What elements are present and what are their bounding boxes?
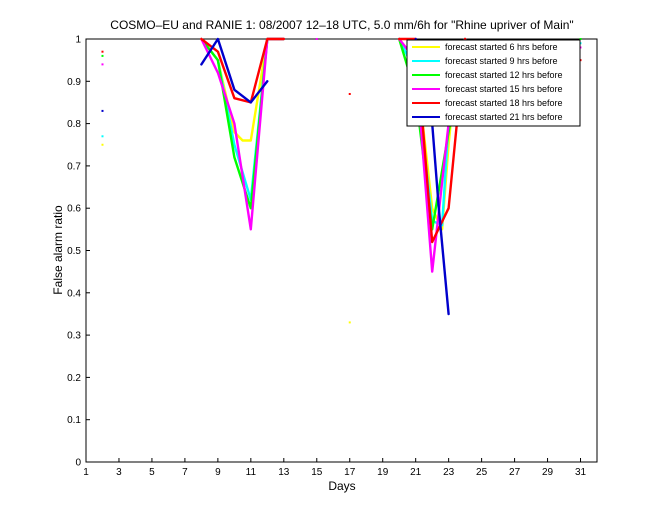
y-tick-label: 0.4 bbox=[67, 288, 81, 299]
x-tick-label: 17 bbox=[344, 467, 356, 478]
y-axis-label: False alarm ratio bbox=[51, 205, 65, 295]
x-tick-label: 21 bbox=[410, 467, 422, 478]
series-point bbox=[101, 63, 104, 66]
x-tick-label: 11 bbox=[246, 467, 257, 478]
x-tick-label: 5 bbox=[149, 467, 155, 478]
legend-label: forecast started 9 hrs before bbox=[445, 56, 558, 66]
x-tick-label: 15 bbox=[311, 467, 323, 478]
series-point bbox=[579, 59, 582, 62]
x-axis-label: Days bbox=[328, 479, 355, 493]
y-tick-label: 0.7 bbox=[67, 161, 81, 172]
y-tick-label: 1 bbox=[75, 35, 81, 46]
series-point bbox=[348, 321, 351, 324]
y-tick-label: 0.5 bbox=[67, 246, 81, 257]
y-tick-label: 0.8 bbox=[67, 119, 81, 130]
x-tick-label: 19 bbox=[377, 467, 389, 478]
x-tick-label: 1 bbox=[83, 467, 89, 478]
y-tick-label: 0.2 bbox=[67, 373, 81, 384]
series-point bbox=[101, 135, 104, 138]
y-tick-label: 0.9 bbox=[67, 77, 81, 88]
y-tick-label: 0.6 bbox=[67, 204, 81, 215]
legend-label: forecast started 18 hrs before bbox=[445, 98, 563, 108]
x-tick-label: 27 bbox=[509, 467, 521, 478]
series-point bbox=[579, 42, 582, 45]
y-tick-label: 0.1 bbox=[67, 415, 81, 426]
x-tick-label: 23 bbox=[443, 467, 455, 478]
x-tick-label: 13 bbox=[278, 467, 290, 478]
x-tick-label: 7 bbox=[182, 467, 188, 478]
series-point bbox=[315, 38, 318, 40]
series-point bbox=[348, 92, 351, 95]
series-point bbox=[101, 50, 104, 53]
legend-box bbox=[406, 39, 581, 127]
series-point bbox=[579, 46, 582, 49]
x-tick-label: 25 bbox=[476, 467, 488, 478]
series-point bbox=[101, 54, 104, 57]
y-tick-label: 0 bbox=[75, 458, 81, 469]
series-point bbox=[579, 38, 582, 40]
series-point bbox=[101, 143, 104, 146]
chart-title: COSMO–EU and RANIE 1: 08/2007 12–18 UTC,… bbox=[110, 18, 573, 32]
x-tick-label: 3 bbox=[116, 467, 122, 478]
series-point bbox=[101, 109, 104, 112]
legend-label: forecast started 6 hrs before bbox=[445, 42, 558, 52]
series-line bbox=[200, 37, 285, 104]
x-tick-label: 9 bbox=[215, 467, 221, 478]
legend: forecast started 6 hrs before forecast st… bbox=[406, 39, 581, 127]
legend-label: forecast started 15 hrs before bbox=[445, 84, 563, 94]
y-tick-label: 0.3 bbox=[67, 331, 81, 342]
x-tick-label: 29 bbox=[542, 467, 554, 478]
series-5 bbox=[101, 37, 582, 244]
legend-label: forecast started 21 hrs before bbox=[445, 112, 563, 122]
legend-label: forecast started 12 hrs before bbox=[445, 70, 563, 80]
x-tick-label: 31 bbox=[575, 467, 587, 478]
series-line bbox=[200, 37, 269, 104]
series-line bbox=[398, 37, 467, 244]
